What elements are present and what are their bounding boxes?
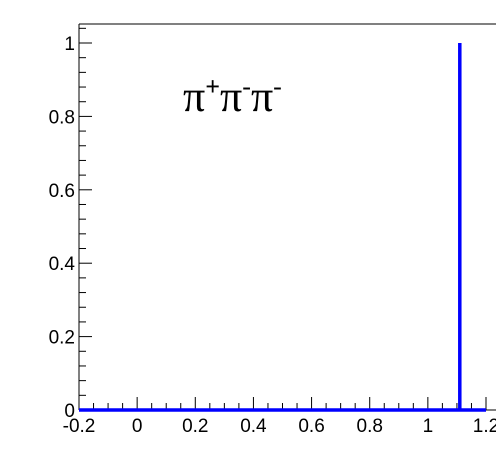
y-tick-label: 0.4 [49, 254, 76, 275]
x-tick-label: 0.8 [357, 416, 383, 437]
y-tick-label: 0.2 [49, 328, 75, 349]
x-tick-label: 1 [423, 416, 434, 437]
y-tick-label: 0 [64, 401, 75, 422]
x-tick-label: 0 [132, 416, 143, 437]
title-pi: π [220, 72, 242, 121]
title-pi: π [183, 72, 205, 121]
x-tick-label: 1.2 [473, 416, 496, 437]
plot-frame [78, 23, 496, 411]
y-tick-label: 0.8 [49, 107, 75, 128]
x-tick-label: 0.4 [240, 416, 267, 437]
title-pi: π [251, 72, 273, 121]
y-tick-label: 0.6 [49, 181, 75, 202]
y-tick-label: 1 [64, 34, 75, 55]
series-group [79, 43, 486, 412]
x-axis: -0.2 0 0.2 0.4 0.6 0.8 1 1.2 [63, 397, 496, 437]
title-charge: - [273, 72, 282, 101]
x-tick-label: -0.2 [63, 416, 96, 437]
title-charge: - [242, 72, 251, 101]
x-tick-label: 0.2 [182, 416, 208, 437]
chart-title: π+π-π- [183, 72, 282, 121]
x-tick-label: 0.6 [298, 416, 324, 437]
series-line [79, 43, 486, 412]
y-axis: 0 0.2 0.4 0.6 0.8 1 [49, 27, 92, 422]
title-charge: + [205, 72, 220, 101]
